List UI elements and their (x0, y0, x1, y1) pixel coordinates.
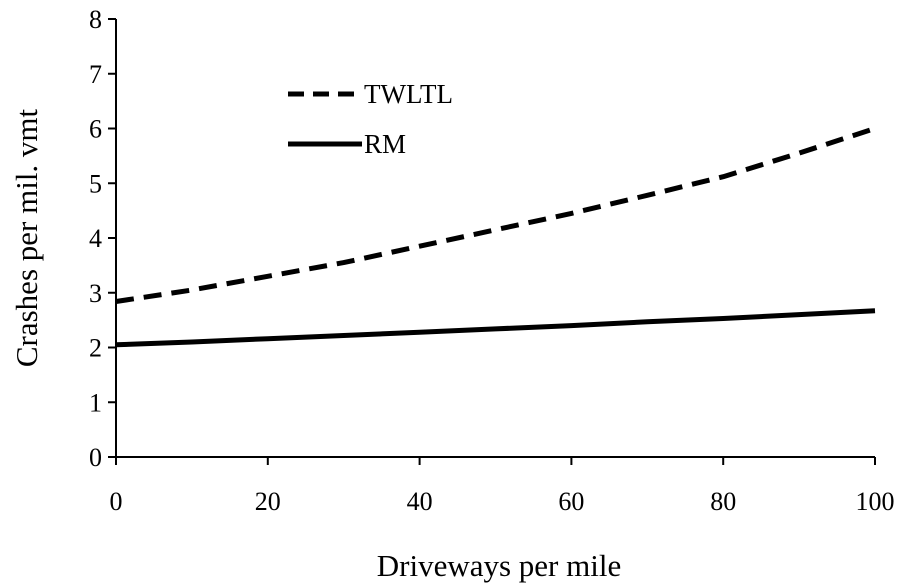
y-ticks: 0 1 2 3 4 5 6 7 8 (89, 5, 116, 472)
y-tick-label: 5 (89, 169, 102, 198)
legend: TWLTL RM (288, 79, 453, 159)
x-tick-label: 20 (255, 487, 281, 516)
y-tick-label: 3 (89, 279, 102, 308)
series-line-twltl (115, 126, 876, 304)
y-tick-label: 6 (89, 115, 102, 144)
series-line-rm (115, 308, 876, 348)
y-tick-label: 4 (89, 224, 102, 253)
y-tick-label: 2 (89, 334, 102, 363)
x-tick-label: 0 (110, 487, 123, 516)
legend-label-rm: RM (364, 129, 406, 159)
legend-label-twltl: TWLTL (364, 79, 453, 109)
x-tick-label: 100 (856, 487, 895, 516)
y-axis-title: Crashes per mil. vmt (9, 108, 44, 367)
x-axis-title: Driveways per mile (377, 548, 621, 583)
y-tick-label: 0 (89, 443, 102, 472)
series-layer (115, 126, 876, 348)
y-tick-label: 7 (89, 60, 102, 89)
x-tick-label: 80 (710, 487, 736, 516)
y-tick-label: 1 (89, 388, 102, 417)
x-tick-label: 60 (558, 487, 584, 516)
x-tick-label: 40 (407, 487, 433, 516)
x-ticks: 0 20 40 60 80 100 (110, 457, 895, 516)
y-tick-label: 8 (89, 5, 102, 34)
axes (115, 19, 875, 458)
